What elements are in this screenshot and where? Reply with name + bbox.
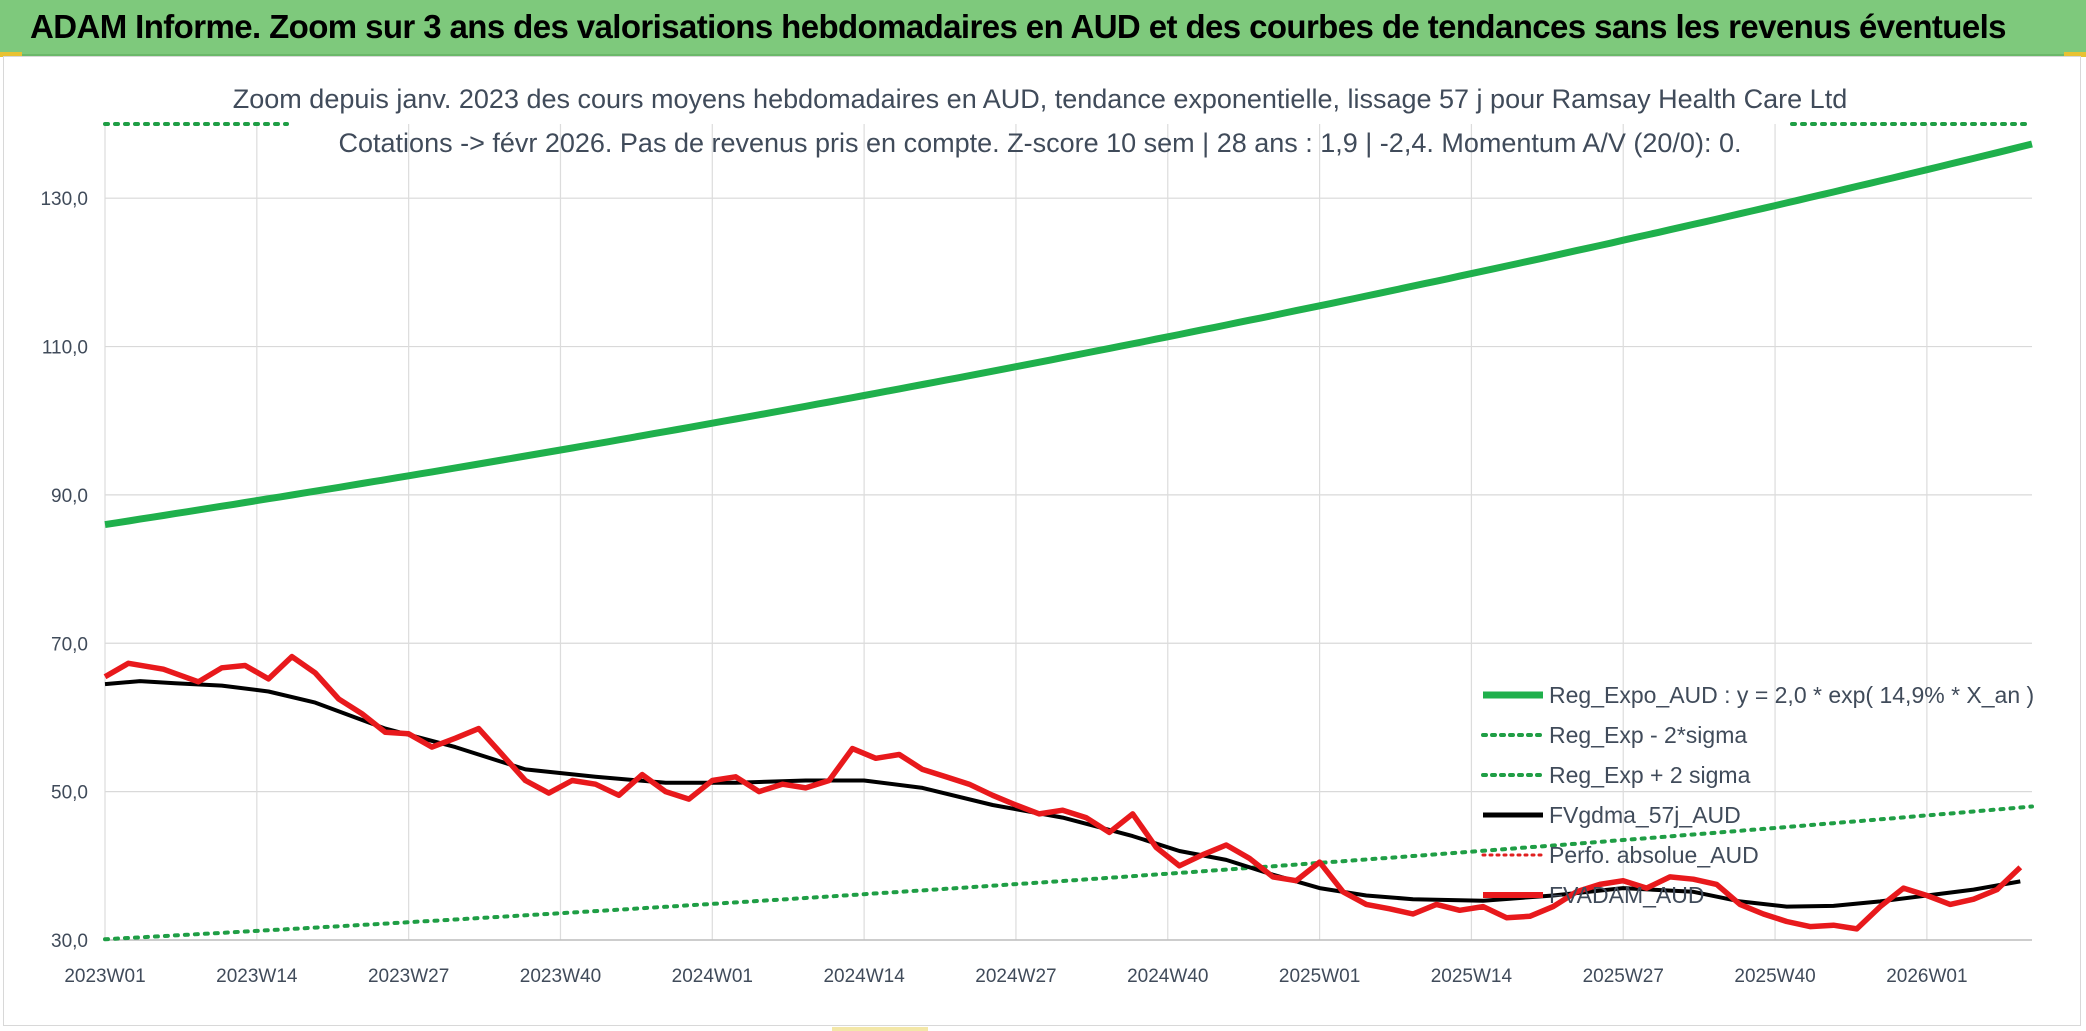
y-tick-label: 70,0 (51, 634, 88, 655)
x-tick-label: 2023W27 (368, 966, 449, 987)
header-bar: ADAM Informe. Zoom sur 3 ans des valoris… (0, 0, 2086, 56)
legend-label-reg_minus: Reg_Exp - 2*sigma (1549, 722, 1747, 748)
x-tick-label: 2025W14 (1431, 966, 1513, 987)
legend-label-fvadam: FVADAM_AUD (1549, 882, 1705, 908)
series-fvadam (103, 653, 2023, 932)
grid-lines (104, 124, 2032, 941)
y-tick-label: 130,0 (40, 189, 88, 210)
x-tick-label: 2024W40 (1127, 966, 1208, 987)
y-tick-label: 110,0 (42, 338, 88, 359)
chart-subtitle-line2: Cotations -> févr 2026. Pas de revenus p… (339, 128, 1742, 158)
x-tick-label: 2023W40 (520, 966, 601, 987)
series-reg-expo (104, 140, 2033, 529)
x-tick-label: 2025W01 (1279, 966, 1360, 987)
x-axis-labels: 2023W01 2023W14 2023W27 2023W40 2024W01 2024W… (64, 966, 1967, 987)
chart-legend: Reg_Expo_AUD : y = 2,0 * exp( 14,9% * X_… (1481, 682, 2034, 908)
legend-label-perfo: Perfo. absolue_AUD (1549, 842, 1759, 868)
x-tick-label: 2023W14 (216, 966, 298, 987)
series-fvgdma (104, 679, 2021, 909)
bottom-accent (832, 1027, 928, 1031)
legend-label-reg_expo: Reg_Expo_AUD : y = 2,0 * exp( 14,9% * X_… (1549, 682, 2034, 708)
x-tick-label: 2025W40 (1734, 966, 1815, 987)
y-axis-labels: 30,0 50,0 70,0 90,0 110,0 130,0 (40, 189, 88, 952)
x-tick-label: 2023W01 (64, 966, 145, 987)
chart-frame (3, 56, 2081, 1026)
page-title: ADAM Informe. Zoom sur 3 ans des valoris… (30, 8, 2007, 45)
x-tick-label: 2024W14 (823, 966, 905, 987)
chart-subtitle-line1: Zoom depuis janv. 2023 des cours moyens … (233, 84, 1847, 114)
y-tick-label: 90,0 (51, 486, 88, 507)
series-reg-minus-2sigma (103, 804, 2034, 942)
x-tick-label: 2025W27 (1583, 966, 1664, 987)
legend-label-fvgdma: FVgdma_57j_AUD (1549, 802, 1741, 828)
corner-accent-left (0, 52, 22, 57)
chart-series (103, 122, 2034, 942)
x-tick-label: 2024W01 (672, 966, 753, 987)
x-tick-label: 2026W01 (1886, 966, 1967, 987)
y-tick-label: 30,0 (51, 931, 88, 952)
x-tick-label: 2024W27 (975, 966, 1056, 987)
corner-accent-right (2064, 52, 2086, 57)
legend-label-reg_plus: Reg_Exp + 2 sigma (1549, 762, 1751, 788)
y-tick-label: 50,0 (51, 783, 88, 804)
